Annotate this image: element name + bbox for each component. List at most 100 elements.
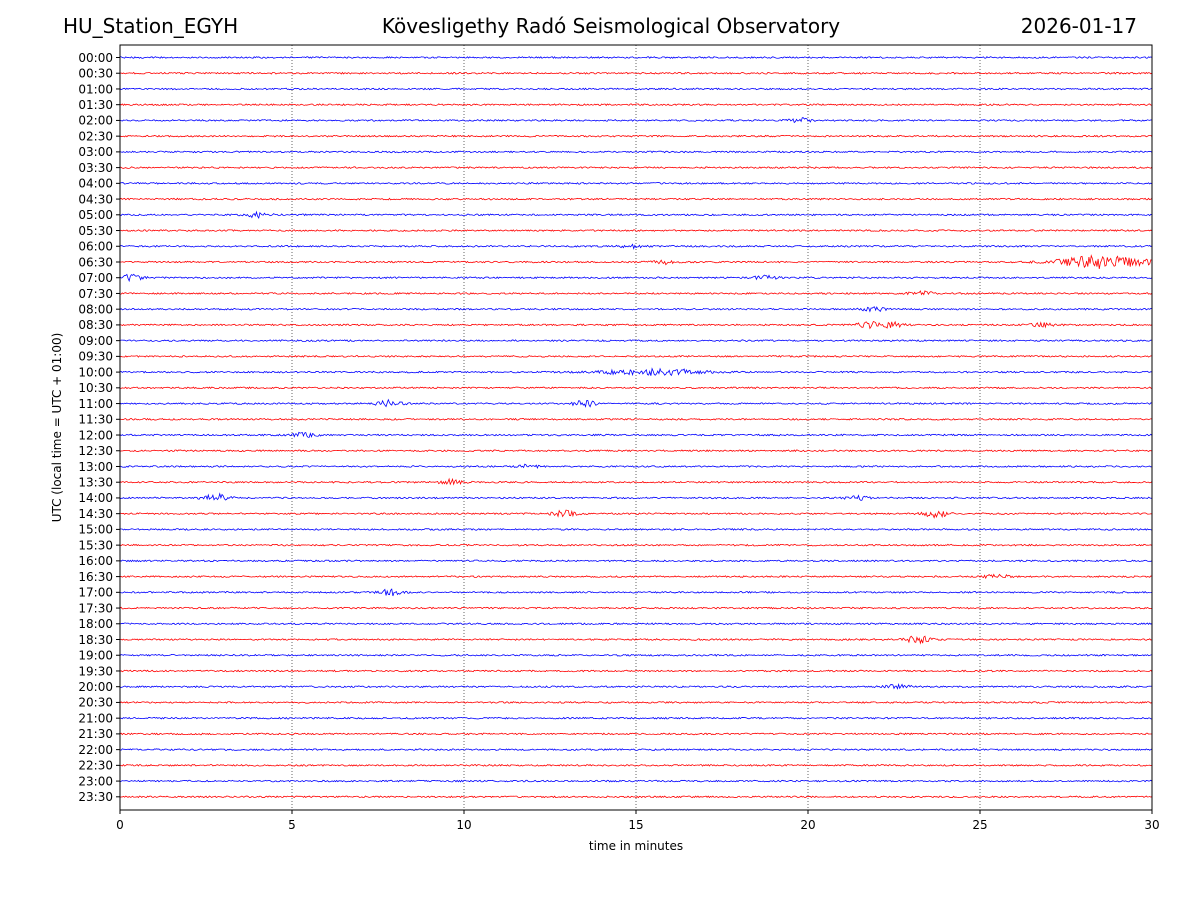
trace-1530 (119, 543, 1153, 547)
x-tick-label: 10 (456, 818, 471, 832)
trace-1700 (119, 588, 1153, 597)
y-tick-label: 05:30 (78, 224, 113, 238)
y-tick-label: 09:00 (78, 334, 113, 348)
trace-2100 (119, 716, 1153, 720)
y-tick-label: 04:30 (78, 192, 113, 206)
y-tick-label: 03:30 (78, 161, 113, 175)
trace-0430 (119, 197, 1153, 201)
trace-1000 (119, 367, 1153, 377)
y-tick-label: 15:00 (78, 523, 113, 537)
trace-1800 (119, 622, 1153, 626)
trace-0000 (120, 56, 1153, 59)
y-tick-label: 07:00 (78, 271, 113, 285)
y-tick-label: 23:00 (78, 774, 113, 788)
trace-2030 (119, 701, 1153, 704)
y-tick-label: 17:30 (78, 601, 113, 615)
trace-0930 (119, 355, 1153, 358)
x-tick-label: 25 (972, 818, 987, 832)
trace-1030 (119, 386, 1153, 390)
y-tick-label: 18:30 (78, 633, 113, 647)
y-tick-label: 17:00 (78, 586, 113, 600)
y-tick-label: 02:00 (78, 114, 113, 128)
y-tick-label: 20:30 (78, 696, 113, 710)
y-tick-label: 05:00 (78, 208, 113, 222)
chart-title: Kövesligethy Radó Seismological Observat… (381, 14, 841, 38)
trace-1300 (119, 463, 1153, 469)
trace-2000 (119, 683, 1153, 690)
y-tick-label: 21:00 (78, 711, 113, 725)
trace-2230 (119, 763, 1153, 767)
y-tick-label: 19:00 (78, 649, 113, 663)
y-tick-label: 01:00 (78, 82, 113, 96)
trace-0100 (119, 87, 1153, 91)
trace-1730 (119, 606, 1153, 610)
trace-0700 (119, 273, 1153, 283)
trace-1400 (119, 492, 1153, 501)
y-tick-label: 20:00 (78, 680, 113, 694)
y-tick-label: 08:00 (78, 302, 113, 316)
trace-1500 (119, 527, 1153, 531)
trace-0130 (119, 103, 1152, 107)
y-tick-label: 01:30 (78, 98, 113, 112)
trace-1230 (119, 449, 1153, 453)
trace-2200 (119, 748, 1153, 752)
trace-0200 (119, 117, 1153, 124)
y-tick-label: 07:30 (78, 287, 113, 301)
y-tick-label: 08:30 (78, 318, 113, 332)
trace-0030 (119, 71, 1153, 75)
x-tick-label: 5 (288, 818, 296, 832)
y-tick-label: 00:00 (78, 51, 113, 65)
trace-1100 (119, 398, 1153, 408)
x-tick-label: 0 (116, 818, 124, 832)
trace-2300 (119, 779, 1153, 783)
trace-0400 (119, 181, 1153, 185)
trace-1430 (119, 509, 1153, 519)
trace-0630 (119, 254, 1153, 269)
y-tick-label: 21:30 (78, 727, 113, 741)
y-tick-label: 09:30 (78, 350, 113, 364)
trace-1200 (119, 431, 1153, 438)
y-tick-label: 16:00 (78, 554, 113, 568)
y-tick-label: 18:00 (78, 617, 113, 631)
y-axis-label: UTC (local time = UTC + 01:00) (50, 333, 64, 523)
y-tick-label: 16:30 (78, 570, 113, 584)
trace-0230 (119, 134, 1153, 138)
x-tick-label: 20 (800, 818, 815, 832)
y-tick-label: 12:00 (78, 428, 113, 442)
x-tick-label: 30 (1144, 818, 1159, 832)
y-tick-label: 06:00 (78, 240, 113, 254)
y-tick-label: 06:30 (78, 255, 113, 269)
y-tick-label: 10:00 (78, 365, 113, 379)
trace-0900 (119, 339, 1153, 343)
trace-1330 (119, 477, 1153, 486)
trace-0530 (119, 229, 1153, 232)
y-tick-label: 13:00 (78, 460, 113, 474)
y-tick-label: 12:30 (78, 444, 113, 458)
seismic-traces (119, 56, 1153, 799)
trace-0330 (119, 166, 1153, 170)
grid-lines (291, 45, 981, 810)
trace-1630 (119, 573, 1153, 580)
y-tick-label: 02:30 (78, 129, 113, 143)
station-name: HU_Station_EGYH (63, 14, 239, 38)
trace-0300 (119, 150, 1153, 154)
y-tick-label: 10:30 (78, 381, 113, 395)
trace-2130 (119, 732, 1153, 736)
trace-1600 (119, 559, 1153, 563)
trace-2330 (119, 795, 1153, 799)
trace-1930 (119, 669, 1153, 673)
y-tick-label: 04:00 (78, 177, 113, 191)
trace-0500 (119, 210, 1153, 219)
trace-0830 (119, 320, 1153, 330)
y-tick-label: 03:00 (78, 145, 113, 159)
y-tick-label: 15:30 (78, 538, 113, 552)
trace-1900 (119, 653, 1153, 657)
y-tick-label: 00:30 (78, 67, 113, 81)
x-tick-label: 15 (628, 818, 643, 832)
trace-1130 (119, 417, 1153, 421)
x-axis-label: time in minutes (589, 839, 683, 853)
trace-0600 (119, 243, 1153, 250)
trace-0730 (119, 290, 1153, 296)
y-tick-label: 11:00 (78, 397, 113, 411)
